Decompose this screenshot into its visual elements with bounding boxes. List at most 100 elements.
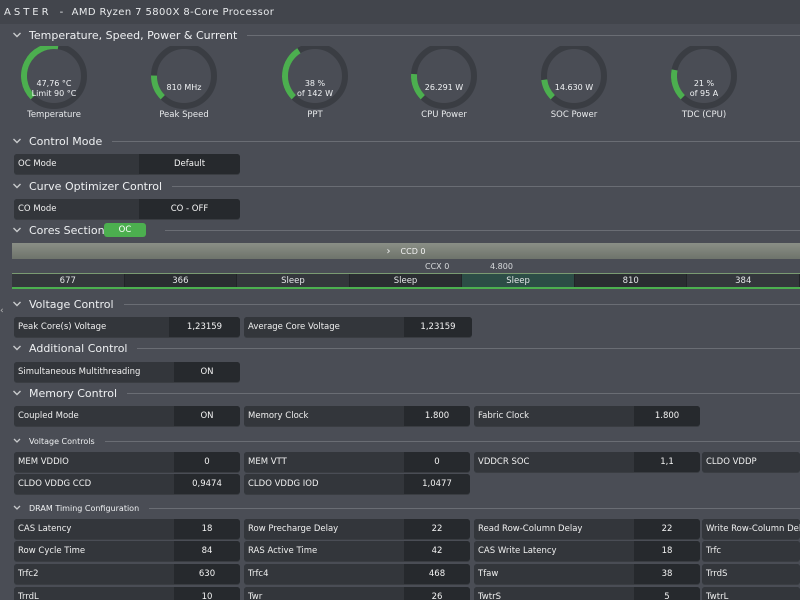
read-row-column-field[interactable]: Read Row-Column Delay 22	[474, 519, 700, 539]
field-value: 1,0477	[404, 474, 470, 494]
field-label: Twr	[244, 587, 404, 600]
field-label: Read Row-Column Delay	[474, 519, 634, 539]
gauge-ring	[21, 46, 87, 109]
smt-field[interactable]: Simultaneous Multithreading ON	[14, 362, 240, 382]
field-label: CLDO VDDG IOD	[244, 474, 404, 494]
mem-vddio-field[interactable]: MEM VDDIO 0	[14, 452, 240, 472]
fabric-clock-field[interactable]: Fabric Clock 1.800	[474, 406, 700, 426]
gauge-cpu-power: 26.291 W CPU Power	[404, 46, 484, 126]
cldo-vddg-iod-field[interactable]: CLDO VDDG IOD 1,0477	[244, 474, 470, 494]
section-title: DRAM Timing Configuration	[29, 503, 140, 513]
field-value: 22	[634, 519, 700, 539]
peak-core-voltage-field[interactable]: Peak Core(s) Voltage 1,23159	[14, 317, 240, 337]
section-voltage-control[interactable]: Voltage Control	[12, 296, 800, 312]
field-label: CLDO VDDG CCD	[14, 474, 174, 494]
section-title: Memory Control	[29, 386, 117, 400]
core-cell[interactable]: Sleep	[237, 274, 350, 287]
cldo-vddp-field[interactable]: CLDO VDDP	[702, 452, 800, 472]
gauge-value: 38 %	[304, 79, 326, 88]
field-value: 468	[404, 564, 470, 584]
section-title: Curve Optimizer Control	[29, 179, 163, 193]
cas-latency-field[interactable]: CAS Latency 18	[14, 519, 240, 539]
gauge-subvalue: Limit 90 °C	[31, 89, 77, 98]
field-value: 42	[404, 541, 470, 561]
average-core-voltage-field[interactable]: Average Core Voltage 1,23159	[244, 317, 472, 337]
gauge-fill-arc	[21, 46, 59, 100]
field-label: Coupled Mode	[14, 406, 174, 426]
ccx-label: CCX 0	[425, 262, 450, 271]
core-cell[interactable]: Sleep	[349, 274, 463, 287]
field-label: VDDCR SOC	[474, 452, 634, 472]
core-cell[interactable]: 384	[687, 274, 800, 287]
chevron-down-icon	[13, 345, 21, 351]
field-label: TwtrL	[702, 587, 800, 600]
gauge-label: TDC (CPU)	[681, 110, 727, 120]
field-value: 1.800	[404, 406, 470, 426]
field-value: ON	[174, 406, 240, 426]
collapse-handle-icon[interactable]: ‹	[0, 306, 4, 316]
coupled-mode-field[interactable]: Coupled Mode ON	[14, 406, 240, 426]
section-dram-timing[interactable]: DRAM Timing Configuration	[12, 500, 800, 516]
section-control-mode[interactable]: Control Mode	[12, 133, 800, 149]
chevron-down-icon	[13, 301, 21, 307]
core-cell[interactable]: 366	[124, 274, 238, 287]
field-label: RAS Active Time	[244, 541, 404, 561]
field-label: Trfc2	[14, 564, 174, 584]
memory-clock-field[interactable]: Memory Clock 1.800	[244, 406, 470, 426]
field-label: TrrdS	[702, 564, 800, 584]
chevron-down-icon	[13, 183, 21, 189]
twtrl-field[interactable]: TwtrL	[702, 587, 800, 600]
vddcr-soc-field[interactable]: VDDCR SOC 1,1	[474, 452, 700, 472]
co-mode-field[interactable]: CO Mode CO - OFF	[14, 199, 240, 219]
gauge-label: Temperature	[27, 110, 81, 120]
oc-mode-field[interactable]: OC Mode Default	[14, 154, 240, 174]
section-divider	[164, 229, 800, 231]
oc-status-badge[interactable]: OC	[104, 223, 146, 237]
mem-vtt-field[interactable]: MEM VTT 0	[244, 452, 470, 472]
section-title: Cores Section	[29, 223, 105, 237]
section-memory-control[interactable]: Memory Control	[12, 385, 800, 401]
title-separator: -	[59, 6, 64, 18]
field-label: CLDO VDDP	[702, 452, 800, 472]
section-voltage-controls[interactable]: Voltage Controls	[12, 433, 800, 449]
field-value: 84	[174, 541, 240, 561]
section-additional-control[interactable]: Additional Control	[12, 340, 800, 356]
ccd-header[interactable]: › CCD 0	[12, 243, 800, 259]
twr-field[interactable]: Twr 26	[244, 587, 470, 600]
gauge-soc-power: 14.630 W SOC Power	[534, 46, 614, 126]
gauge-fill-arc	[282, 48, 301, 100]
title-bar: ASTER - AMD Ryzen 7 5800X 8-Core Process…	[0, 0, 800, 24]
cldo-vddg-ccd-field[interactable]: CLDO VDDG CCD 0,9474	[14, 474, 240, 494]
cas-write-latency-field[interactable]: CAS Write Latency 18	[474, 541, 700, 561]
trfc-field[interactable]: Trfc	[702, 541, 800, 561]
gauge-ring	[411, 46, 477, 109]
field-label: Write Row-Column Dela	[702, 519, 800, 539]
field-value: Default	[139, 154, 240, 174]
section-cores[interactable]: Cores Section	[12, 222, 800, 238]
section-curve-optimizer[interactable]: Curve Optimizer Control	[12, 178, 800, 194]
write-row-column-field[interactable]: Write Row-Column Dela	[702, 519, 800, 539]
field-label: CAS Write Latency	[474, 541, 634, 561]
core-cell[interactable]: 810	[574, 274, 688, 287]
core-cell[interactable]: Sleep	[462, 274, 575, 287]
field-label: Row Precharge Delay	[244, 519, 404, 539]
gauge-ring	[282, 46, 348, 109]
field-value: 630	[174, 564, 240, 584]
chevron-down-icon	[13, 505, 21, 510]
twtrs-field[interactable]: TwtrS 5	[474, 587, 700, 600]
row-cycle-field[interactable]: Row Cycle Time 84	[14, 541, 240, 561]
trrdl-field[interactable]: TrrdL 10	[14, 587, 240, 600]
trfc2-field[interactable]: Trfc2 630	[14, 564, 240, 584]
tfaw-field[interactable]: Tfaw 38	[474, 564, 700, 584]
row-precharge-field[interactable]: Row Precharge Delay 22	[244, 519, 470, 539]
field-label: Memory Clock	[244, 406, 404, 426]
core-cell[interactable]: 677	[12, 274, 125, 287]
trfc4-field[interactable]: Trfc4 468	[244, 564, 470, 584]
section-temperature[interactable]: Temperature, Speed, Power & Current	[12, 27, 800, 43]
gauge-label: PPT	[307, 110, 323, 120]
field-value: 1,23159	[404, 317, 472, 337]
ras-active-field[interactable]: RAS Active Time 42	[244, 541, 470, 561]
chevron-down-icon	[13, 32, 21, 38]
field-value: 5	[634, 587, 700, 600]
trrds-field[interactable]: TrrdS	[702, 564, 800, 584]
